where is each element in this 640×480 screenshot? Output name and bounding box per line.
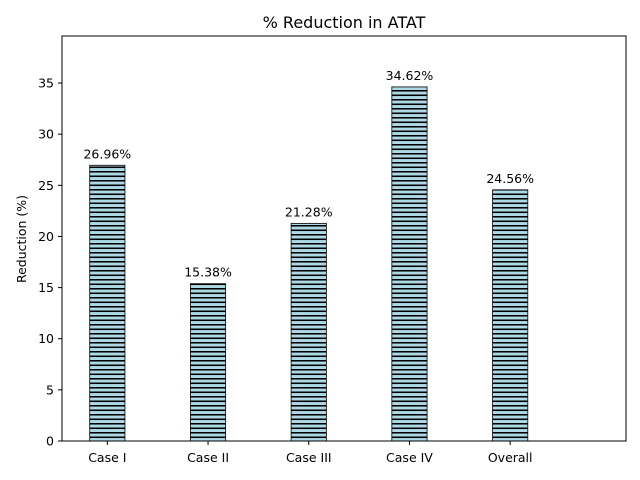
y-tick-label: 25 [38,178,54,193]
data-label: 21.28% [285,204,333,219]
data-label: 15.38% [184,265,232,280]
x-tick-label: Case IV [386,450,433,465]
data-label: 34.62% [386,68,434,83]
bar-case-ii [190,283,227,442]
data-label: 24.56% [486,171,534,186]
bars-group: 26.96% 15.38% 21.28% 34.62% 24.56% [83,68,534,442]
y-tick-label: 30 [38,127,54,142]
x-tick-label: Case I [88,450,126,465]
bar-case-iii [290,222,327,442]
y-tick-label: 35 [38,76,54,91]
chart-title: % Reduction in ATAT [263,13,426,32]
x-tick-label: Case II [187,450,229,465]
x-tick-label: Overall [488,450,533,465]
bar-case-i [89,164,126,442]
plot-frame [61,35,627,442]
y-tick-label: 5 [46,382,54,397]
bar-overall [492,189,529,442]
y-axis-label: Reduction (%) [14,195,29,283]
y-tick-label: 0 [46,434,54,449]
data-label: 26.96% [83,146,131,161]
ticks-group: Case I Case II Case III Case IV Overall 0 5 10 1… [38,76,532,465]
y-tick-label: 15 [38,280,54,295]
y-tick-label: 20 [38,229,54,244]
y-tick-label: 10 [38,331,54,346]
bar-case-iv [391,86,428,442]
x-tick-label: Case III [286,450,332,465]
